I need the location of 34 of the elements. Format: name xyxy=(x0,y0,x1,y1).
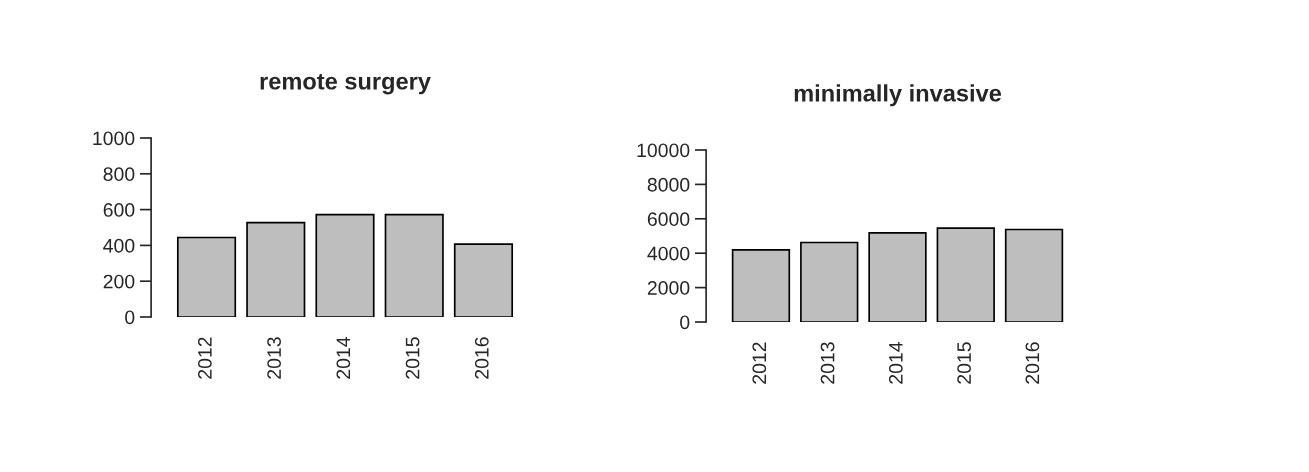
bar xyxy=(800,241,859,322)
x-tick-label: 2014 xyxy=(336,337,351,379)
x-tick-label: 2016 xyxy=(474,337,489,379)
y-tick-label: 6000 xyxy=(647,212,690,227)
bar xyxy=(1004,228,1064,322)
x-tick-label: 2012 xyxy=(752,342,767,384)
x-tick-label: 2015 xyxy=(957,342,971,384)
y-tick-label: 0 xyxy=(125,310,135,325)
bar xyxy=(315,213,375,317)
y-tick-label: 600 xyxy=(103,203,135,217)
y-tick-label: 2000 xyxy=(647,281,690,295)
bar xyxy=(868,231,927,322)
x-tick-label: 2015 xyxy=(405,337,420,379)
y-tick-label: 4000 xyxy=(647,246,690,261)
x-tick-label: 2012 xyxy=(197,337,212,379)
y-tick-label: 8000 xyxy=(647,177,690,192)
y-tick-label: 400 xyxy=(103,238,135,253)
chart-title: remote surgery xyxy=(260,73,431,95)
x-tick-label: 2016 xyxy=(1025,342,1040,384)
y-tick-label: 200 xyxy=(103,274,135,289)
x-tick-label: 2013 xyxy=(267,337,281,379)
bar xyxy=(384,213,444,317)
y-tick-label: 1000 xyxy=(93,131,135,146)
bar xyxy=(731,249,791,322)
chart-title: minimally invasive xyxy=(794,84,1002,107)
y-tick-label: 800 xyxy=(103,167,135,182)
bar xyxy=(453,243,514,317)
x-tick-label: 2014 xyxy=(888,342,903,384)
bar xyxy=(936,227,995,322)
x-tick-label: 2013 xyxy=(820,342,835,384)
y-tick-label: 10000 xyxy=(637,143,690,158)
bar xyxy=(176,236,237,317)
bar xyxy=(246,221,306,317)
y-tick-label: 0 xyxy=(680,315,690,330)
